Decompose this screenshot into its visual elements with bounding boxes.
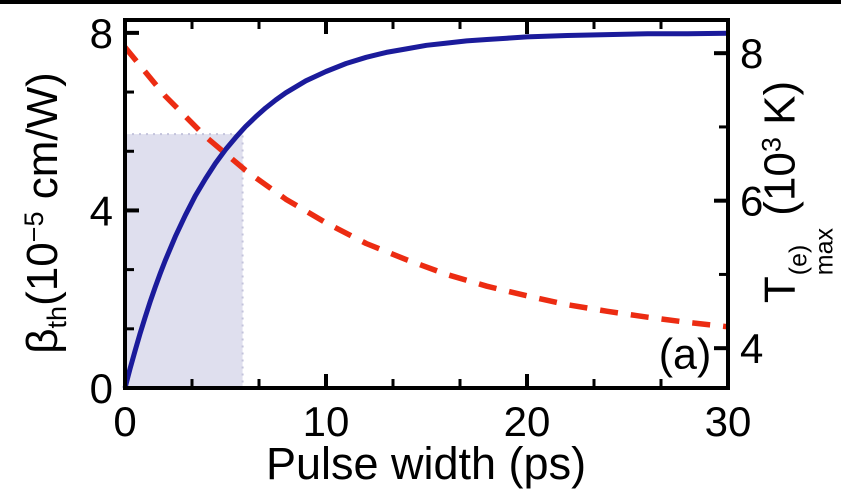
y-left-tick-label: 4 (90, 187, 113, 234)
y-right-tick-label: 8 (740, 30, 763, 77)
y-axis-left-title: βth(10−5 cm/W) (18, 72, 72, 354)
plot-frame-rect (123, 18, 730, 390)
axis-ticks (123, 20, 730, 390)
axis-title-segment: (10 (18, 242, 67, 306)
axis-title-segment: T (755, 276, 805, 304)
x-axis-title: Pulse width (ps) (265, 438, 587, 489)
axis-title-segment: β (18, 328, 67, 354)
shaded-region (125, 133, 244, 388)
axis-title-segment: cm/W) (18, 72, 67, 212)
panel-label-a: (a) (658, 330, 712, 379)
y-right-tick-label: 6 (740, 178, 763, 225)
x-tick-label: 10 (303, 398, 350, 445)
axis-title-segment: th (42, 305, 72, 329)
y-axis-right-title: T (e) max (103 K) (755, 80, 839, 304)
beta-th-threshold-curve (122, 30, 729, 389)
x-tick-label: 30 (705, 398, 752, 445)
axis-title-segment: (10 (755, 152, 805, 228)
page-top-rule (0, 0, 841, 4)
y-left-tick-label: 8 (90, 10, 113, 57)
shaded-region-fill (125, 134, 243, 388)
axis-title-stack: (e) max (784, 227, 839, 276)
x-tick-label: 20 (504, 398, 551, 445)
y-left-tick-label: 0 (90, 365, 113, 412)
x-tick-label: 0 (113, 398, 136, 445)
axis-title-segment: K) (755, 80, 805, 138)
axis-title-segment: −5 (19, 211, 49, 243)
axis-title-segment: 3 (756, 137, 787, 153)
y-right-tick-label: 4 (740, 325, 763, 372)
plot-frame (123, 18, 730, 390)
electron-temperature-max-curve (122, 45, 729, 330)
series-curves (122, 30, 729, 389)
axis-tick-labels: 0 10 20 30 0 4 8 4 6 8 (90, 10, 764, 445)
